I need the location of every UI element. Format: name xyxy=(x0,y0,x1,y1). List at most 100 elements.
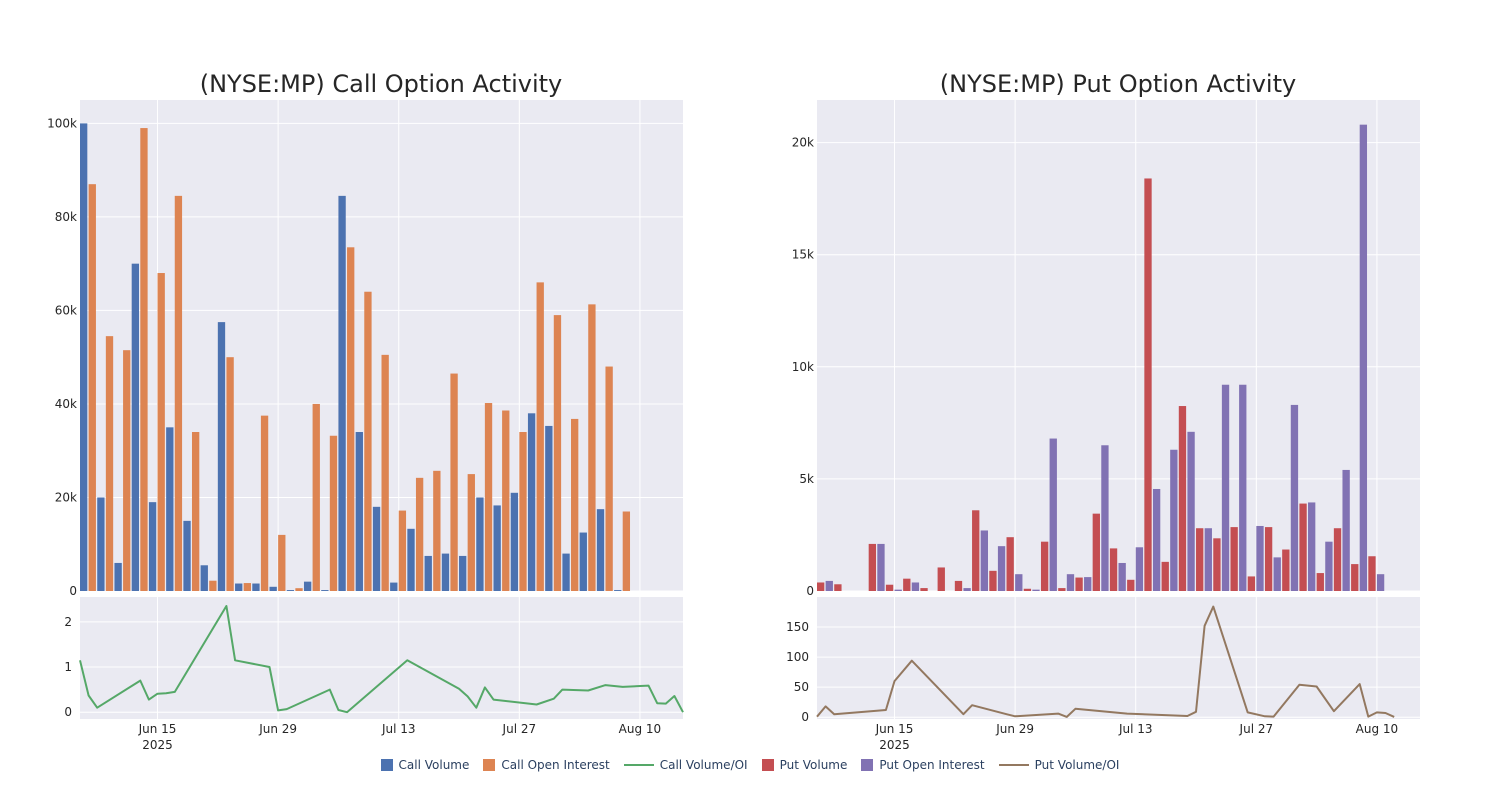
put-open-interest-bar xyxy=(1239,384,1247,591)
put-volume-oi-line xyxy=(816,605,1395,718)
call-open-interest-bar xyxy=(433,470,441,591)
put-volume-bar xyxy=(834,584,842,591)
call-x-tick-label: Jul 13 xyxy=(381,722,416,736)
legend-item-put-open-interest[interactable]: Put Open Interest xyxy=(861,758,985,772)
call-ratio-tick-label: 0 xyxy=(64,705,72,719)
call-open-interest-bar xyxy=(329,435,338,591)
put-volume-bar xyxy=(1368,556,1376,591)
call-option-panel: (NYSE:MP) Call Option Activity Jun 15 202… xyxy=(47,70,684,752)
call-open-interest-bar xyxy=(467,474,475,591)
legend-swatch-put-volume xyxy=(761,759,774,771)
call-y-tick-label: 0 xyxy=(69,584,77,598)
chart-legend: Call Volume Call Open Interest Call Volu… xyxy=(0,758,1500,772)
call-volume-bar xyxy=(545,425,553,591)
call-open-interest-bar xyxy=(415,477,424,591)
call-open-interest-bar xyxy=(191,432,200,591)
put-open-interest-bar xyxy=(1066,574,1075,591)
put-open-interest-bar xyxy=(1084,577,1092,591)
call-open-interest-bar xyxy=(502,410,510,591)
put-open-interest-bar xyxy=(1049,438,1057,591)
option-activity-charts: (NYSE:MP) Call Option Activity Jun 15 202… xyxy=(47,70,1420,752)
legend-label-call-volume-oi: Call Volume/OI xyxy=(659,758,748,772)
call-volume-bar xyxy=(217,322,226,591)
call-open-interest-bar xyxy=(398,510,407,591)
legend-item-put-volume-oi[interactable]: Put Volume/OI xyxy=(998,758,1119,772)
call-y-tick-label: 40k xyxy=(55,397,77,411)
put-y-tick-label: 5k xyxy=(799,472,814,486)
call-open-interest-bar xyxy=(571,418,579,591)
put-volume-bar xyxy=(1178,406,1187,591)
put-open-interest-bar xyxy=(1152,488,1161,591)
call-chart-title: (NYSE:MP) Call Option Activity xyxy=(200,70,563,98)
call-volume-bar xyxy=(596,509,605,591)
call-volume-bar xyxy=(200,565,208,591)
call-open-interest-bar xyxy=(484,403,493,591)
put-open-interest-bar xyxy=(825,580,833,591)
call-volume-bar xyxy=(183,520,191,591)
call-volume-bar xyxy=(493,505,501,591)
call-open-interest-bar xyxy=(312,403,320,591)
call-volume-bar xyxy=(407,528,415,591)
call-open-interest-bar xyxy=(622,511,631,591)
call-open-interest-bar xyxy=(88,184,96,591)
call-volume-bar xyxy=(527,413,536,591)
put-volume-bar xyxy=(1230,527,1238,591)
put-volume-bar xyxy=(1213,538,1221,591)
call-x-tick-sublabel: 2025 xyxy=(142,738,173,752)
call-volume-bar xyxy=(459,555,467,591)
put-ratio-plot-area xyxy=(817,597,1420,719)
put-volume-bar xyxy=(1333,528,1342,591)
call-volume-oi-line xyxy=(79,605,684,714)
put-open-interest-bar xyxy=(1221,384,1230,591)
call-volume-bar xyxy=(562,553,570,591)
put-open-interest-bar xyxy=(1170,449,1178,591)
put-volume-bar xyxy=(1282,549,1290,591)
put-open-interest-bar xyxy=(1359,124,1368,591)
put-open-interest-bar xyxy=(980,530,988,591)
call-volume-bar xyxy=(321,590,329,591)
put-volume-bar xyxy=(1264,527,1273,591)
put-open-interest-bar xyxy=(1308,502,1316,591)
legend-swatch-put-volume-oi xyxy=(998,764,1029,766)
put-volume-bar xyxy=(1058,588,1066,591)
call-volume-bar xyxy=(614,590,622,591)
call-open-interest-bar xyxy=(553,315,562,591)
call-x-tick-label: Jun 15 xyxy=(138,722,177,736)
put-volume-bar xyxy=(1351,564,1359,591)
put-chart-title: (NYSE:MP) Put Option Activity xyxy=(940,70,1296,98)
call-volume-bar xyxy=(390,582,398,591)
call-volume-bar xyxy=(510,492,519,591)
call-volume-bar xyxy=(166,427,174,591)
call-volume-bar xyxy=(131,263,140,591)
put-ratio-tick-label: 0 xyxy=(801,710,809,724)
put-volume-bar xyxy=(1040,541,1049,591)
put-x-tick-label: Jun 15 xyxy=(875,722,914,736)
call-y-tick-label: 80k xyxy=(55,210,77,224)
legend-label-put-open-interest: Put Open Interest xyxy=(879,758,985,772)
put-volume-bar xyxy=(885,584,894,591)
put-open-interest-bar xyxy=(1376,574,1385,591)
put-open-interest-bar xyxy=(1101,445,1109,591)
legend-label-put-volume: Put Volume xyxy=(779,758,848,772)
put-volume-bar xyxy=(972,510,980,591)
call-open-interest-bar xyxy=(105,336,114,591)
legend-swatch-call-volume xyxy=(380,759,393,771)
put-volume-bar xyxy=(989,570,997,591)
put-open-interest-bar xyxy=(1135,547,1144,591)
put-volume-bar xyxy=(1092,513,1100,591)
legend-item-call-open-interest[interactable]: Call Open Interest xyxy=(483,758,610,772)
call-volume-bar xyxy=(338,195,346,591)
call-x-tick-label: Jul 27 xyxy=(502,722,537,736)
call-open-interest-bar xyxy=(381,354,389,591)
legend-item-call-volume[interactable]: Call Volume xyxy=(380,758,469,772)
put-volume-bar xyxy=(1316,573,1324,591)
call-open-interest-bar xyxy=(226,357,234,591)
call-open-interest-bar xyxy=(295,588,303,591)
legend-item-call-volume-oi[interactable]: Call Volume/OI xyxy=(623,758,748,772)
put-ratio-tick-label: 50 xyxy=(794,680,809,694)
call-volume-bar xyxy=(476,497,484,591)
call-volume-bar xyxy=(80,123,88,591)
call-volume-bar xyxy=(579,532,587,591)
legend-item-put-volume[interactable]: Put Volume xyxy=(761,758,848,772)
put-x-tick-label: Aug 10 xyxy=(1356,722,1399,736)
